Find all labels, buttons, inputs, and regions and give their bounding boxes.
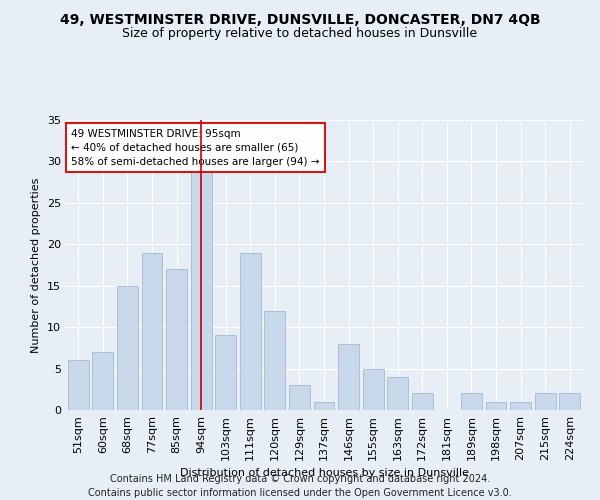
Bar: [289, 385, 310, 410]
Bar: [362, 368, 383, 410]
Bar: [412, 394, 433, 410]
Bar: [265, 310, 286, 410]
Bar: [240, 252, 261, 410]
Y-axis label: Number of detached properties: Number of detached properties: [31, 178, 41, 352]
Bar: [191, 170, 212, 410]
Bar: [215, 336, 236, 410]
Bar: [142, 252, 163, 410]
Text: 49 WESTMINSTER DRIVE: 95sqm
← 40% of detached houses are smaller (65)
58% of sem: 49 WESTMINSTER DRIVE: 95sqm ← 40% of det…: [71, 128, 320, 166]
Text: Size of property relative to detached houses in Dunsville: Size of property relative to detached ho…: [122, 28, 478, 40]
Text: 49, WESTMINSTER DRIVE, DUNSVILLE, DONCASTER, DN7 4QB: 49, WESTMINSTER DRIVE, DUNSVILLE, DONCAS…: [59, 12, 541, 26]
Bar: [461, 394, 482, 410]
Bar: [485, 402, 506, 410]
X-axis label: Distribution of detached houses by size in Dunsville: Distribution of detached houses by size …: [179, 468, 469, 478]
Bar: [166, 269, 187, 410]
Bar: [510, 402, 531, 410]
Bar: [535, 394, 556, 410]
Bar: [559, 394, 580, 410]
Bar: [92, 352, 113, 410]
Bar: [117, 286, 138, 410]
Bar: [68, 360, 89, 410]
Text: Contains HM Land Registry data © Crown copyright and database right 2024.
Contai: Contains HM Land Registry data © Crown c…: [88, 474, 512, 498]
Bar: [387, 377, 408, 410]
Bar: [338, 344, 359, 410]
Bar: [314, 402, 334, 410]
